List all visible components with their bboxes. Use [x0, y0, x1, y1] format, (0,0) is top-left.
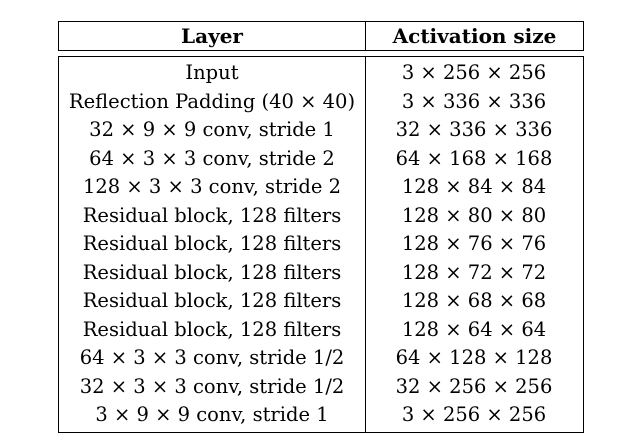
- table-row: 64 × 3 × 3 conv, stride 1/2 64 × 128 × 1…: [59, 344, 583, 373]
- table-header: Layer Activation size: [58, 21, 584, 51]
- cell-activation: 3 × 256 × 256: [401, 403, 547, 426]
- cell-layer: 3 × 9 × 9 conv, stride 1: [95, 403, 329, 426]
- table-row: 32 × 9 × 9 conv, stride 1 32 × 336 × 336: [59, 116, 583, 145]
- cell-activation: 3 × 336 × 336: [401, 89, 547, 113]
- cell-layer: Reflection Padding (40 × 40): [68, 89, 356, 113]
- table-row: 128 × 3 × 3 conv, stride 2 128 × 84 × 84: [59, 173, 583, 202]
- cell-layer: 32 × 3 × 3 conv, stride 1/2: [79, 374, 345, 398]
- table-row: Reflection Padding (40 × 40) 3 × 336 × 3…: [59, 88, 583, 117]
- cell-layer: Residual block, 128 filters: [82, 289, 342, 312]
- cell-layer: Residual block, 128 filters: [82, 317, 342, 341]
- cell-layer: Input: [185, 61, 239, 84]
- cell-activation: 64 × 128 × 128: [395, 346, 553, 369]
- cell-activation: 64 × 168 × 168: [395, 146, 553, 170]
- table-row: Residual block, 128 filters 128 × 72 × 7…: [59, 259, 583, 288]
- table-row: Residual block, 128 filters 128 × 76 × 7…: [59, 230, 583, 259]
- table-row: 32 × 3 × 3 conv, stride 1/2 32 × 256 × 2…: [59, 373, 583, 402]
- header-activation-size: Activation size: [392, 24, 557, 48]
- table-row: 3 × 9 × 9 conv, stride 1 3 × 256 × 256: [59, 401, 583, 430]
- cell-activation: 128 × 68 × 68: [401, 289, 547, 312]
- table-body: Input 3 × 256 × 256 Reflection Padding (…: [58, 56, 584, 433]
- cell-activation: 3 × 256 × 256: [401, 61, 547, 84]
- table-row: Residual block, 128 filters 128 × 68 × 6…: [59, 287, 583, 316]
- cell-layer: Residual block, 128 filters: [82, 232, 342, 255]
- cell-layer: 32 × 9 × 9 conv, stride 1: [89, 118, 335, 141]
- cell-layer: 64 × 3 × 3 conv, stride 1/2: [79, 346, 345, 369]
- cell-activation: 32 × 256 × 256: [395, 374, 553, 398]
- table-row: 64 × 3 × 3 conv, stride 2 64 × 168 × 168: [59, 145, 583, 174]
- cell-layer: Residual block, 128 filters: [82, 260, 342, 284]
- cell-layer: 64 × 3 × 3 conv, stride 2: [89, 146, 335, 170]
- cell-activation: 128 × 76 × 76: [401, 232, 547, 255]
- cell-activation: 128 × 64 × 64: [401, 317, 547, 341]
- cell-activation: 32 × 336 × 336: [395, 118, 553, 141]
- cell-activation: 128 × 72 × 72: [401, 260, 547, 284]
- cell-layer: 128 × 3 × 3 conv, stride 2: [82, 175, 342, 198]
- header-layer: Layer: [59, 22, 366, 50]
- network-architecture-table: Layer Activation size Input 3 × 256 × 25…: [58, 21, 584, 433]
- table-row: Input 3 × 256 × 256: [59, 59, 583, 88]
- table-row: Residual block, 128 filters 128 × 80 × 8…: [59, 202, 583, 231]
- cell-layer: Residual block, 128 filters: [82, 203, 342, 227]
- cell-activation: 128 × 80 × 80: [401, 203, 547, 227]
- cell-activation: 128 × 84 × 84: [401, 175, 547, 198]
- table-row: Residual block, 128 filters 128 × 64 × 6…: [59, 316, 583, 345]
- column-separator: [365, 57, 366, 432]
